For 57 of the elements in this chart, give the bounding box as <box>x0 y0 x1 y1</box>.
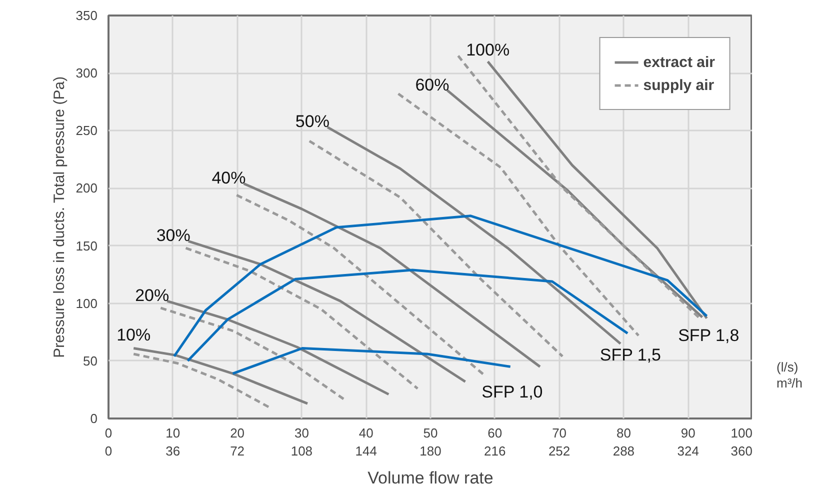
line-series <box>242 182 542 368</box>
x2-tick-label: 0 <box>104 444 112 458</box>
annotation: 60% <box>415 75 450 94</box>
y-tick-label: 250 <box>76 123 98 138</box>
x-tick-label: 60 <box>488 426 502 440</box>
line-series <box>187 240 467 383</box>
text: m³/h <box>776 375 802 390</box>
x-tick-label: 40 <box>358 426 374 440</box>
line-series <box>235 194 486 378</box>
line-series <box>308 140 564 358</box>
annotation: SFP 1,8 <box>678 326 740 346</box>
annotation: 10% <box>116 325 151 344</box>
annotation: 20% <box>135 286 170 306</box>
line-series <box>397 92 640 337</box>
x2-tick-label: 360 <box>730 444 753 458</box>
x-tick-label: 0 <box>104 426 112 440</box>
legend-label: supply air <box>643 76 714 94</box>
x-tick-label: 50 <box>423 426 438 440</box>
x2-tick-label: 180 <box>420 444 442 458</box>
x-tick-label: 30 <box>294 426 309 440</box>
x-tick-label: 90 <box>680 426 696 440</box>
annotation: 40% <box>212 168 246 188</box>
line-series <box>184 246 419 390</box>
annotation: SFP 1,0 <box>482 382 543 402</box>
x2-tick-label: 288 <box>612 444 635 458</box>
y-tick-label: 150 <box>76 238 98 254</box>
y-axis-title: Pressure loss in ducts. Total pressure (Pa) <box>50 76 68 358</box>
legend-label: extract air <box>643 54 715 70</box>
line-series <box>232 347 512 375</box>
x-tick-label: 80 <box>616 426 631 440</box>
x2-tick-label: 108 <box>290 444 313 458</box>
y-tick-label: 100 <box>76 296 98 311</box>
line-series <box>159 306 345 400</box>
x2-tick-label: 36 <box>166 444 180 458</box>
x-tick-label: 20 <box>230 426 245 440</box>
line-series <box>326 126 622 345</box>
x2-tick-label: 252 <box>548 444 570 458</box>
text: (l/s) <box>776 359 798 374</box>
line-series <box>166 300 390 396</box>
line-series <box>132 347 309 405</box>
x-tick-label: 100 <box>730 426 753 440</box>
annotation: 100% <box>466 40 510 60</box>
annotation: 50% <box>295 112 330 132</box>
y-tick-label: 50 <box>83 353 98 368</box>
x2-tick-label: 72 <box>230 444 245 458</box>
x-tick-label: 70 <box>552 426 567 440</box>
x2-tick-label: 324 <box>677 444 699 458</box>
x-tick-label: 10 <box>166 426 180 440</box>
y-tick-label: 200 <box>76 180 98 196</box>
x2-tick-label: 216 <box>484 444 506 458</box>
y-tick-label: 350 <box>76 8 98 23</box>
y-tick-label: 0 <box>90 411 98 426</box>
x-axis-title: Volume flow rate <box>368 468 494 488</box>
x2-tick-label: 144 <box>355 444 377 458</box>
annotation: 30% <box>156 226 190 246</box>
annotation: SFP 1,5 <box>600 345 661 364</box>
y-tick-label: 300 <box>76 66 98 81</box>
